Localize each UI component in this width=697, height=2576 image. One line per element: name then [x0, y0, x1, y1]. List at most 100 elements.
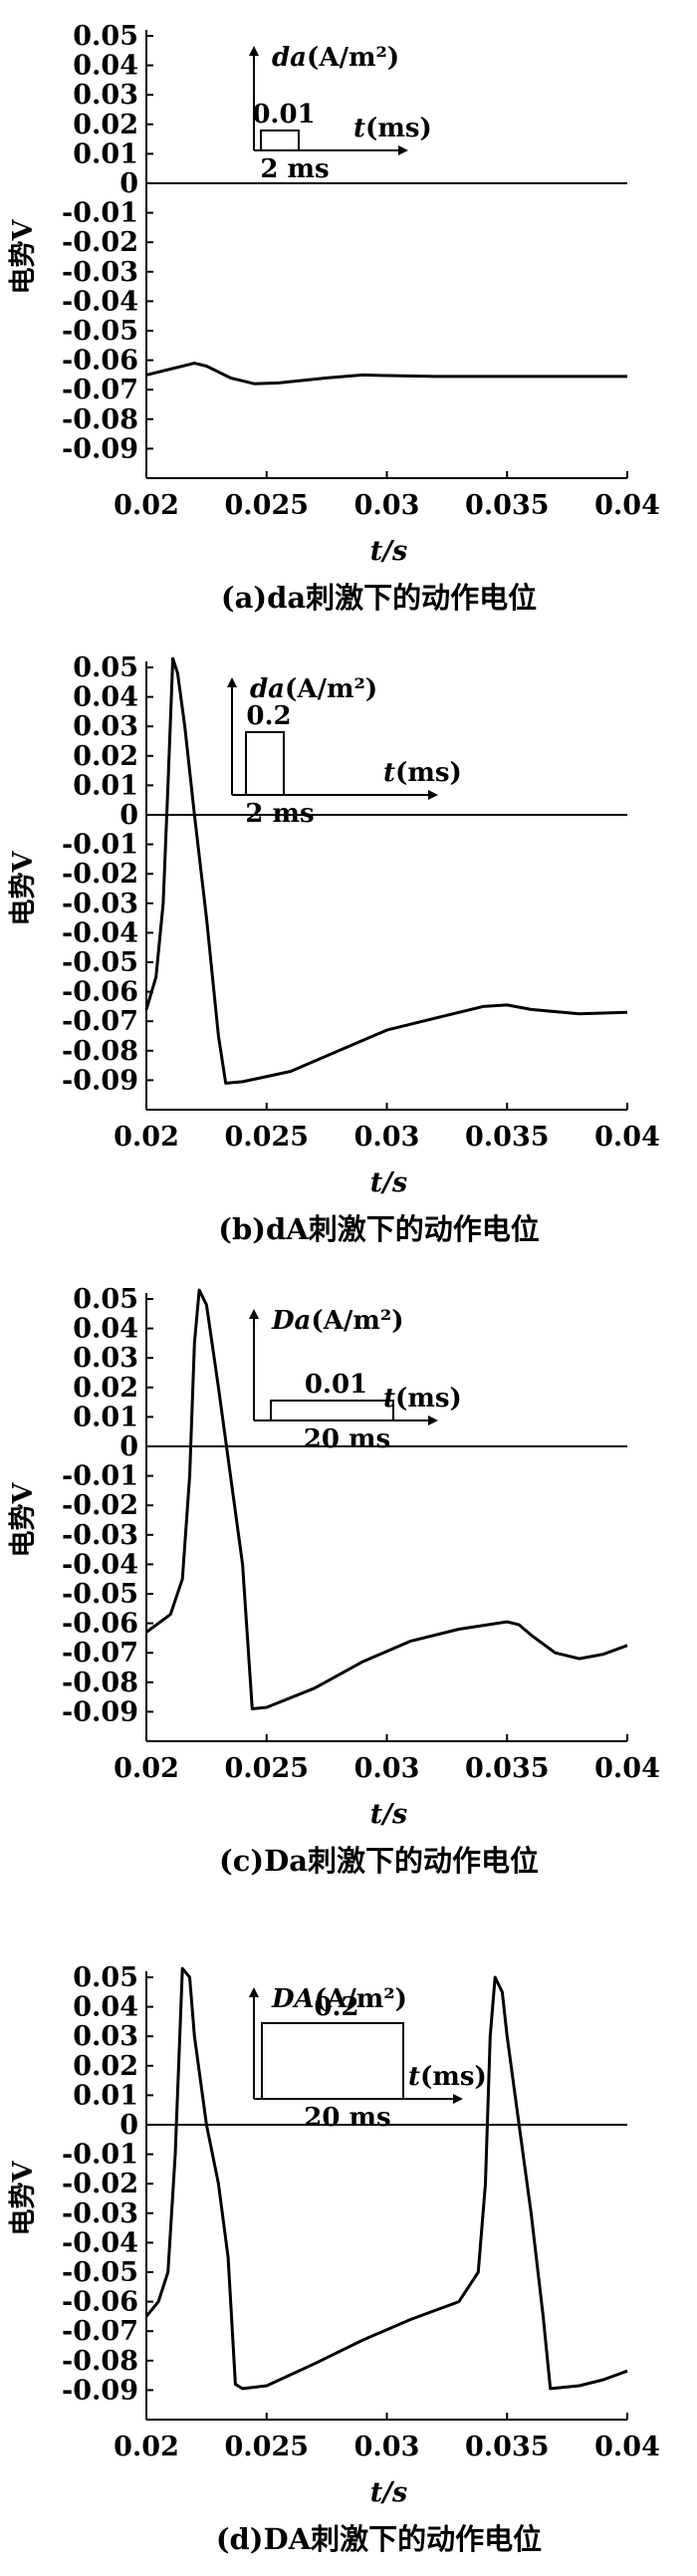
- x-tick-label: 0.035: [465, 2432, 550, 2462]
- y-tick-label: -0.06: [62, 2287, 138, 2318]
- panel-caption: (b)dA刺激下的动作电位: [218, 1212, 540, 1246]
- y-tick-label: 0.05: [73, 1962, 138, 1993]
- panel-caption: (a)da刺激下的动作电位: [221, 581, 537, 615]
- y-tick-label: -0.07: [62, 2316, 138, 2347]
- y-tick-label: -0.03: [62, 2198, 138, 2229]
- x-tick-label: 0.035: [465, 490, 550, 521]
- y-tick-label: -0.08: [62, 1668, 138, 1698]
- y-tick-label: -0.08: [62, 2346, 138, 2377]
- y-tick-label: 0.04: [73, 682, 138, 713]
- y-tick-label: -0.06: [62, 977, 138, 1008]
- y-tick-label: 0.05: [73, 21, 138, 52]
- panel-caption: (d)DA刺激下的动作电位: [216, 2522, 542, 2556]
- inset-duration: 20 ms: [304, 2103, 390, 2133]
- stimulus-inset: da(A/m²) 0.01 t(ms) 2 ms: [249, 43, 432, 184]
- x-tick-label: 0.025: [224, 1753, 309, 1784]
- inset-amplitude: 0.01: [252, 100, 315, 129]
- y-tick-label: -0.02: [62, 2169, 138, 2199]
- inset-current-var: da: [250, 674, 285, 704]
- stimulus-inset: Da(A/m²)0.01 t(ms)20 ms: [249, 1306, 462, 1454]
- y-tick-label: 0.02: [73, 2051, 138, 2082]
- y-tick-label: -0.03: [62, 1520, 138, 1551]
- y-tick-label: -0.01: [62, 198, 138, 229]
- x-tick-label: 0.04: [594, 490, 660, 521]
- chart-panel-c: 0.050.040.030.020.010-0.01-0.02-0.03-0.0…: [8, 1284, 660, 1878]
- x-tick-label: 0.03: [354, 2432, 420, 2462]
- stimulus-pulse: [260, 129, 300, 151]
- chart-panel-d: 0.050.040.030.020.010-0.01-0.02-0.03-0.0…: [8, 1962, 660, 2556]
- y-tick-label: 0.04: [73, 1314, 138, 1345]
- y-tick-label: -0.09: [62, 2375, 138, 2406]
- inset-time-var: t: [383, 1384, 395, 1414]
- inset-y-arrowhead: [227, 677, 237, 687]
- inset-duration: 2 ms: [245, 799, 314, 829]
- stimulus-inset: DA(A/m²)0.2 t(ms) 20 ms: [249, 1984, 487, 2133]
- x-tick-label: 0.04: [594, 1122, 660, 1153]
- y-tick-label: 0: [119, 2110, 138, 2141]
- y-tick-label: -0.08: [62, 404, 138, 435]
- x-tick-label: 0.02: [114, 490, 179, 521]
- stimulus-inset: da(A/m²)0.2 t(ms) 2 ms: [227, 674, 462, 829]
- x-tick-label: 0.025: [224, 1122, 309, 1153]
- inset-time-var: t: [408, 2062, 420, 2092]
- y-tick-label: 0.02: [73, 110, 138, 140]
- inset-time-unit: (ms): [365, 114, 432, 143]
- y-tick-label: 0.02: [73, 741, 138, 772]
- x-tick-label: 0.035: [465, 1122, 550, 1153]
- inset-time-unit: (ms): [395, 758, 462, 788]
- inset-amplitude: 0.01: [305, 1370, 367, 1400]
- x-tick-label: 0.025: [224, 490, 309, 521]
- inset-time-var: t: [353, 114, 365, 143]
- y-tick-label: -0.07: [62, 1638, 138, 1669]
- stimulus-pulse: [270, 1400, 394, 1421]
- y-axis-label: 电势V: [8, 218, 39, 294]
- y-tick-label: -0.09: [62, 1065, 138, 1096]
- inset-current-unit: (A/m²): [315, 1984, 407, 2014]
- inset-current-unit: (A/m²): [285, 674, 377, 704]
- y-tick-label: -0.07: [62, 375, 138, 405]
- x-tick-label: 0.025: [224, 2432, 309, 2462]
- inset-y-arrowhead: [249, 1309, 259, 1319]
- x-tick-label: 0.03: [354, 1753, 420, 1784]
- y-tick-label: -0.09: [62, 433, 138, 464]
- y-tick-label: -0.09: [62, 1696, 138, 1727]
- y-tick-label: -0.02: [62, 859, 138, 890]
- x-tick-label: 0.04: [594, 2432, 660, 2462]
- inset-current-var: da: [272, 43, 307, 73]
- inset-current-label: DA(A/m²): [271, 1984, 407, 2014]
- x-axis-label: t/s: [370, 2477, 408, 2508]
- stimulus-pulse: [245, 731, 285, 796]
- inset-current-var: DA: [271, 1984, 315, 2014]
- y-tick-label: 0: [119, 168, 138, 199]
- inset-x-arrowhead: [398, 145, 408, 155]
- inset-time-label: t(ms): [408, 2062, 487, 2092]
- inset-current-var: Da: [271, 1306, 311, 1336]
- series-line: [145, 362, 627, 386]
- y-axis-label: 电势V: [8, 1481, 39, 1557]
- y-tick-label: 0: [119, 800, 138, 831]
- series-line: [145, 1288, 628, 1710]
- panel-caption: (c)Da刺激下的动作电位: [219, 1844, 539, 1878]
- x-axis-label: t/s: [370, 1167, 408, 1198]
- inset-time-label: t(ms): [353, 114, 432, 143]
- x-tick-label: 0.02: [114, 2432, 179, 2462]
- inset-time-label: t(ms): [383, 758, 462, 788]
- inset-amplitude: 0.2: [246, 701, 291, 731]
- inset-current-label: Da(A/m²): [271, 1306, 404, 1336]
- inset-x-arrowhead: [428, 1416, 438, 1425]
- y-tick-label: -0.04: [62, 286, 138, 317]
- y-tick-label: -0.05: [62, 2257, 138, 2288]
- x-axis-label: t/s: [370, 536, 408, 567]
- y-tick-label: 0.05: [73, 1284, 138, 1315]
- inset-current-label: da(A/m²): [272, 43, 399, 73]
- y-axis-label: 电势V: [8, 2160, 39, 2235]
- chart-panel-b: 0.050.040.030.020.010-0.01-0.02-0.03-0.0…: [8, 652, 660, 1246]
- y-tick-label: -0.06: [62, 346, 138, 377]
- inset-y-arrowhead: [249, 46, 259, 56]
- y-tick-label: -0.01: [62, 830, 138, 861]
- y-tick-label: -0.04: [62, 2227, 138, 2258]
- y-tick-label: 0: [119, 1431, 138, 1462]
- x-tick-label: 0.03: [354, 490, 420, 521]
- y-tick-label: -0.05: [62, 316, 138, 347]
- y-tick-label: 0.01: [73, 770, 138, 801]
